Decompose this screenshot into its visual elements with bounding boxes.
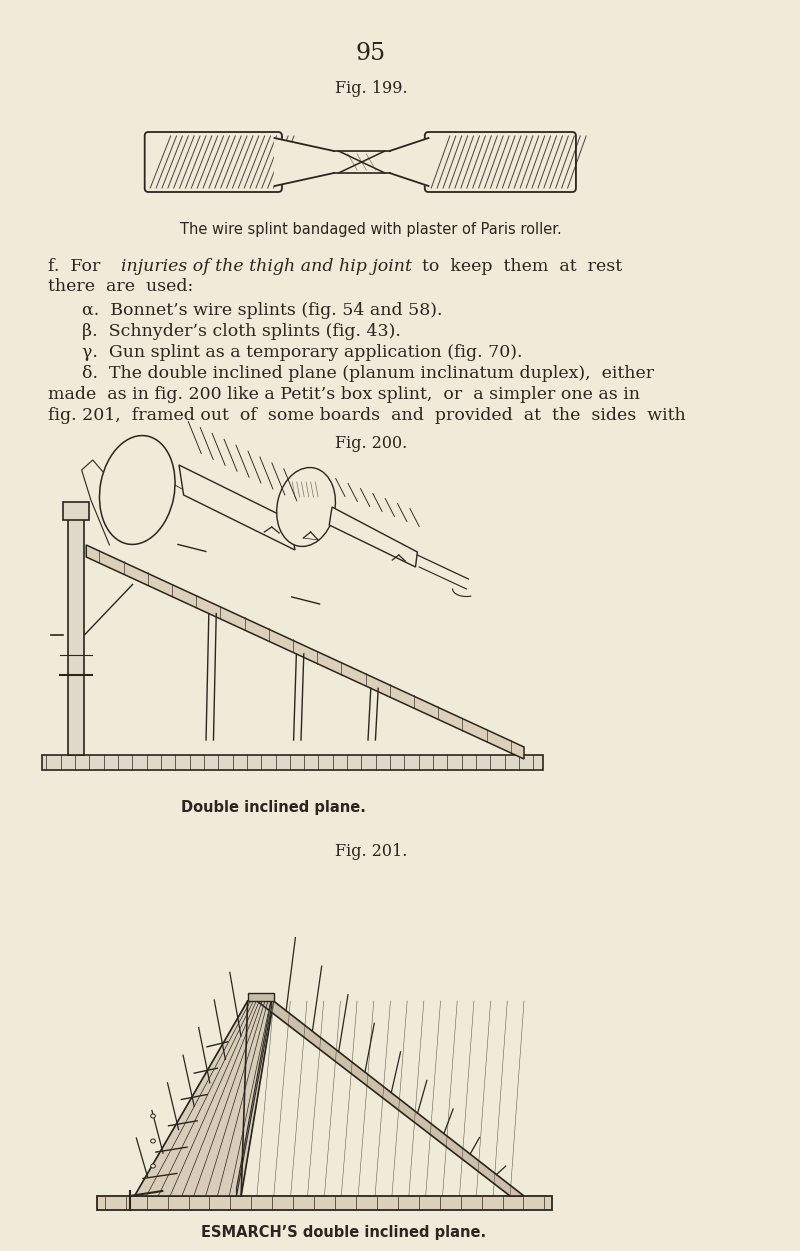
Text: Double inclined plane.: Double inclined plane. <box>181 799 366 814</box>
Ellipse shape <box>150 1163 155 1168</box>
Text: The wire splint bandaged with plaster of Paris roller.: The wire splint bandaged with plaster of… <box>180 221 562 236</box>
Text: made  as in fig. 200 like a Petit’s box splint,  or  a simpler one as in: made as in fig. 200 like a Petit’s box s… <box>48 387 640 403</box>
Text: Fig. 199.: Fig. 199. <box>334 80 407 98</box>
Ellipse shape <box>150 1138 155 1143</box>
Text: Fig. 201.: Fig. 201. <box>334 843 407 859</box>
Ellipse shape <box>277 468 335 547</box>
Text: γ.  Gun splint as a temporary application (fig. 70).: γ. Gun splint as a temporary application… <box>82 344 522 362</box>
FancyBboxPatch shape <box>425 133 576 191</box>
Polygon shape <box>134 1001 274 1196</box>
Polygon shape <box>237 998 272 1196</box>
Polygon shape <box>179 465 295 550</box>
FancyBboxPatch shape <box>42 756 542 771</box>
Ellipse shape <box>99 435 175 544</box>
Text: there  are  used:: there are used: <box>48 278 194 295</box>
Polygon shape <box>86 545 524 759</box>
Ellipse shape <box>150 1113 155 1118</box>
Text: Fig. 200.: Fig. 200. <box>335 435 407 452</box>
Text: f.  For: f. For <box>48 258 112 275</box>
Text: α.  Bonnet’s wire splints (fig. 54 and 58).: α. Bonnet’s wire splints (fig. 54 and 58… <box>82 301 442 319</box>
Text: ESMARCH’S double inclined plane.: ESMARCH’S double inclined plane. <box>201 1225 486 1240</box>
FancyBboxPatch shape <box>145 133 282 191</box>
Polygon shape <box>274 138 429 186</box>
Polygon shape <box>248 993 274 1001</box>
Text: 95: 95 <box>356 43 386 65</box>
Polygon shape <box>257 1001 524 1196</box>
Text: to  keep  them  at  rest: to keep them at rest <box>411 258 622 275</box>
Bar <box>63 502 89 520</box>
Text: injuries of the thigh and hip joint: injuries of the thigh and hip joint <box>121 258 411 275</box>
Polygon shape <box>330 507 418 567</box>
Text: fig. 201,  framed out  of  some boards  and  provided  at  the  sides  with: fig. 201, framed out of some boards and … <box>48 407 686 424</box>
Text: δ.  The double inclined plane (planum inclinatum duplex),  either: δ. The double inclined plane (planum inc… <box>82 365 654 382</box>
Bar <box>68 515 84 756</box>
Text: β.  Schnyder’s cloth splints (fig. 43).: β. Schnyder’s cloth splints (fig. 43). <box>82 323 401 340</box>
FancyBboxPatch shape <box>98 1196 552 1210</box>
